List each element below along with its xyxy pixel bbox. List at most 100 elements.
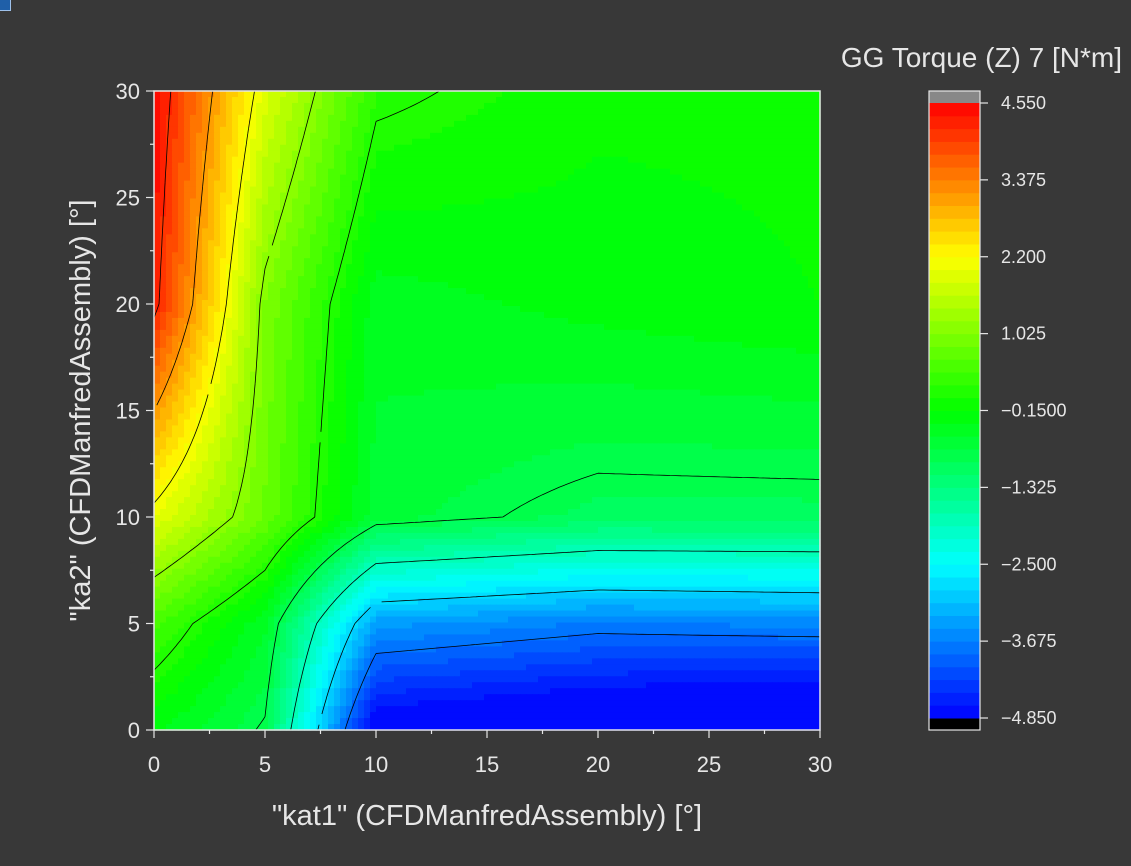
contour-cell bbox=[604, 114, 611, 122]
contour-cell bbox=[208, 323, 215, 331]
contour-cell bbox=[442, 120, 449, 128]
contour-cell bbox=[700, 288, 707, 295]
contour-cell bbox=[454, 335, 461, 343]
contour-cell bbox=[550, 353, 557, 361]
contour-cell bbox=[376, 138, 383, 146]
contour-cell bbox=[256, 234, 263, 241]
contour-cell bbox=[172, 216, 179, 223]
contour-cell bbox=[682, 204, 689, 212]
contour-cell bbox=[304, 132, 311, 140]
contour-cell bbox=[352, 222, 359, 229]
contour-cell bbox=[250, 305, 257, 313]
contour-cell bbox=[592, 156, 599, 164]
contour-cell bbox=[214, 234, 221, 241]
contour-cell bbox=[328, 240, 335, 247]
contour-cell bbox=[196, 347, 203, 355]
contour-cell bbox=[382, 150, 389, 158]
contour-cell bbox=[286, 186, 293, 194]
contour-cell bbox=[802, 329, 809, 337]
contour-cell bbox=[682, 168, 689, 176]
contour-cell bbox=[244, 102, 251, 110]
contour-cell bbox=[154, 252, 161, 259]
contour-cell bbox=[328, 258, 335, 265]
contour-cell bbox=[814, 288, 821, 295]
contour-cell bbox=[502, 96, 509, 104]
contour-cell bbox=[562, 234, 569, 241]
contour-cell bbox=[616, 114, 623, 122]
contour-cell bbox=[736, 108, 743, 116]
contour-cell bbox=[538, 317, 545, 325]
contour-cell bbox=[358, 234, 365, 241]
contour-cell bbox=[250, 126, 257, 134]
contour-cell bbox=[322, 216, 329, 223]
contour-cell bbox=[520, 222, 527, 229]
contour-cell bbox=[352, 276, 359, 283]
contour-cell bbox=[550, 246, 557, 253]
contour-cell bbox=[646, 156, 653, 164]
contour-cell bbox=[262, 282, 269, 289]
contour-cell bbox=[274, 264, 281, 271]
contour-cell bbox=[442, 335, 449, 343]
contour-cell bbox=[250, 120, 257, 128]
contour-cell bbox=[238, 222, 245, 229]
contour-cell bbox=[538, 138, 545, 146]
contour-cell bbox=[400, 174, 407, 182]
contour-cell bbox=[388, 305, 395, 313]
contour-cell bbox=[202, 282, 209, 289]
contour-cell bbox=[634, 174, 641, 182]
contour-cell bbox=[520, 114, 527, 122]
contour-cell bbox=[730, 300, 737, 307]
contour-cell bbox=[400, 288, 407, 295]
contour-cell bbox=[508, 108, 515, 116]
contour-cell bbox=[742, 96, 749, 104]
contour-cell bbox=[160, 108, 167, 116]
contour-cell bbox=[556, 335, 563, 343]
contour-cell bbox=[478, 228, 485, 235]
contour-cell bbox=[598, 341, 605, 349]
contour-cell bbox=[214, 335, 221, 343]
contour-cell bbox=[154, 180, 161, 188]
contour-cell bbox=[538, 91, 545, 98]
contour-cell bbox=[370, 138, 377, 146]
contour-cell bbox=[514, 186, 521, 194]
contour-cell bbox=[556, 186, 563, 194]
contour-cell bbox=[724, 198, 731, 206]
contour-cell bbox=[526, 126, 533, 134]
contour-cell bbox=[496, 264, 503, 271]
contour-cell bbox=[568, 329, 575, 337]
contour-cell bbox=[436, 174, 443, 182]
contour-cell bbox=[514, 138, 521, 146]
contour-cell bbox=[526, 282, 533, 289]
contour-cell bbox=[796, 126, 803, 134]
contour-cell bbox=[556, 329, 563, 337]
contour-cell bbox=[346, 353, 353, 361]
contour-cell bbox=[808, 317, 815, 325]
contour-cell bbox=[370, 210, 377, 218]
contour-cell bbox=[466, 210, 473, 218]
contour-cell bbox=[658, 282, 665, 289]
contour-cell bbox=[592, 353, 599, 361]
contour-cell bbox=[436, 186, 443, 194]
contour-cell bbox=[640, 246, 647, 253]
contour-cell bbox=[658, 186, 665, 194]
contour-cell bbox=[370, 114, 377, 122]
contour-cell bbox=[316, 102, 323, 110]
contour-cell bbox=[718, 264, 725, 271]
contour-cell bbox=[808, 138, 815, 146]
contour-cell bbox=[166, 222, 173, 229]
contour-cell bbox=[526, 138, 533, 146]
contour-cell bbox=[754, 288, 761, 295]
contour-cell bbox=[430, 228, 437, 235]
contour-cell bbox=[160, 335, 167, 343]
contour-cell bbox=[454, 347, 461, 355]
contour-cell bbox=[814, 270, 821, 277]
contour-cell bbox=[406, 300, 413, 307]
contour-cell bbox=[496, 323, 503, 331]
contour-cell bbox=[814, 198, 821, 206]
contour-cell bbox=[796, 311, 803, 319]
contour-cell bbox=[172, 282, 179, 289]
contour-cell bbox=[304, 108, 311, 116]
contour-cell bbox=[484, 156, 491, 164]
contour-cell bbox=[364, 341, 371, 349]
contour-cell bbox=[664, 186, 671, 194]
